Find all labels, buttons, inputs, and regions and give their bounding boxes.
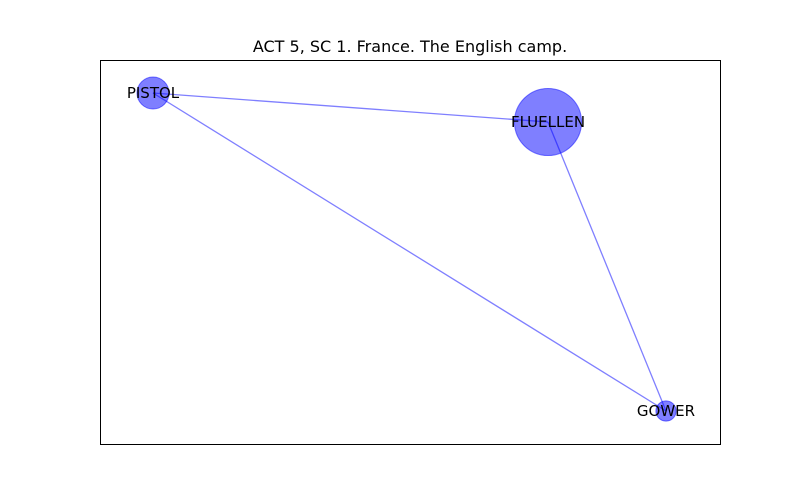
figure-title: ACT 5, SC 1. France. The English camp.: [253, 37, 567, 56]
edges-layer: [152, 92, 667, 412]
node-label-fluellen: FLUELLEN: [511, 113, 585, 131]
node-fluellen: [513, 87, 583, 157]
edge-pistol-gower: [152, 92, 667, 412]
node-pistol: [136, 76, 170, 110]
node-label-pistol: PISTOL: [127, 84, 180, 102]
labels-layer: PISTOL FLUELLEN GOWER: [127, 84, 695, 420]
plot-frame: [100, 60, 721, 445]
node-gower: [655, 400, 677, 422]
nodes-layer: [136, 76, 677, 422]
edge-pistol-fluellen: [152, 92, 549, 123]
edge-fluellen-gower: [547, 121, 667, 412]
node-label-gower: GOWER: [637, 402, 695, 420]
